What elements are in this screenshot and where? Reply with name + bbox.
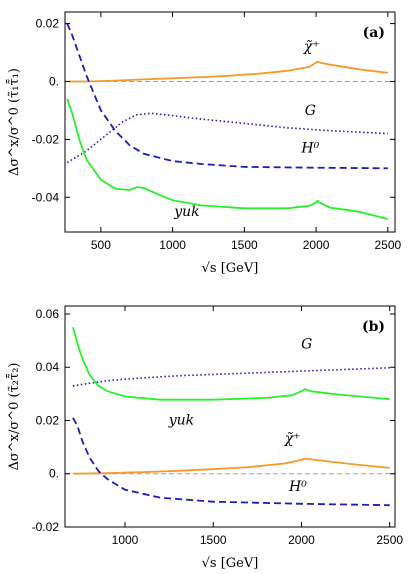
x-tick-label: 500 xyxy=(91,238,111,252)
plot-frame xyxy=(64,305,396,528)
y-tick-label: -0.02 xyxy=(32,132,60,146)
y-tick-label: 0.02 xyxy=(36,413,60,427)
x-tick-label: 2000 xyxy=(303,238,330,252)
x-tick-label: 2500 xyxy=(376,533,403,547)
panel-label: (a) xyxy=(363,25,385,41)
y-tick-label: 0. xyxy=(49,74,59,88)
y-tick-label: 0.02 xyxy=(36,17,60,31)
x-tick-label: 2000 xyxy=(288,533,315,547)
x-tick-label: 1500 xyxy=(231,238,258,252)
chart-panel-a: 500 1000 1500 2000 2500 -0.04 -0.02 0. 0.02 (a) √s… xyxy=(6,11,401,276)
series-annotation: yuk xyxy=(168,412,194,428)
x-tick-label: 1000 xyxy=(112,533,139,547)
plot-frame xyxy=(64,11,396,233)
y-tick-label: 0.04 xyxy=(36,360,60,374)
y-tick-label: 0.06 xyxy=(36,307,60,321)
y-tick-label: -0.02 xyxy=(32,520,60,534)
panel-label: (b) xyxy=(362,319,385,335)
y-axis-label: Δσ^x/σ^0 (τ̃₁τ̃̄₁) xyxy=(6,68,22,176)
x-tick-label: 1000 xyxy=(159,238,186,252)
y-axis-label: Δσ^x/σ^0 (τ̃₂τ̃̄₂) xyxy=(6,363,22,471)
series-annotation: yuk xyxy=(173,204,199,220)
series-line-2 xyxy=(66,23,388,170)
series-line-3 xyxy=(66,98,389,220)
x-tick-label: 1500 xyxy=(200,533,227,547)
series-line-2 xyxy=(72,417,390,507)
series-line-3 xyxy=(72,327,390,401)
series-annotation: G xyxy=(301,337,312,353)
series-annotation: χ̃⁺ xyxy=(284,431,301,447)
y-tick-label: -0.04 xyxy=(32,190,60,204)
series-line-0 xyxy=(67,60,388,83)
x-axis-label: √s [GeV] xyxy=(202,261,259,276)
series-line-1 xyxy=(66,112,388,164)
series-line-0 xyxy=(72,457,390,475)
x-axis-label: √s [GeV] xyxy=(202,556,259,571)
x-tick-label: 2500 xyxy=(374,238,401,252)
series-annotation: H⁰ xyxy=(288,479,307,495)
series-annotation: G xyxy=(305,103,316,119)
series-annotation: H⁰ xyxy=(300,140,319,156)
series-annotation: χ̃⁺ xyxy=(303,39,320,55)
chart-panel-b: 1000 1500 2000 2500 -0.02 0. 0.02 0.04 0.06 (b) √s… xyxy=(6,305,403,571)
series-line-1 xyxy=(72,367,390,387)
y-tick-label: 0. xyxy=(49,467,59,481)
